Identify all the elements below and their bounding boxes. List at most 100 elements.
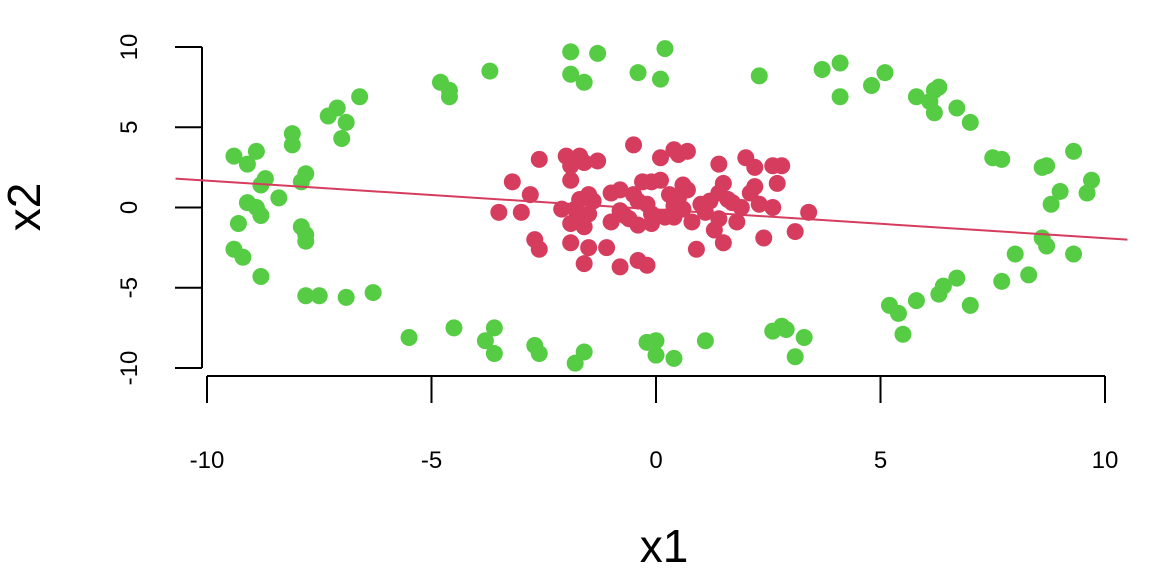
outer-ring-point	[961, 113, 979, 131]
outer-ring-point	[1038, 157, 1056, 175]
outer-ring-point	[907, 292, 925, 310]
inner-cluster-point	[755, 229, 773, 247]
inner-cluster-point	[512, 203, 530, 221]
outer-ring-point	[476, 332, 494, 350]
inner-cluster-point	[490, 203, 508, 221]
inner-cluster-point	[800, 203, 818, 221]
outer-ring-point	[364, 284, 382, 302]
outer-ring-point	[575, 343, 593, 361]
x-axis-label: x1	[640, 520, 689, 572]
y-tick-label: -5	[116, 277, 143, 298]
outer-ring-point	[934, 277, 952, 295]
inner-cluster-point	[611, 258, 629, 276]
outer-ring-point	[696, 332, 714, 350]
inner-cluster-point	[768, 174, 786, 192]
inner-cluster-point	[521, 186, 539, 204]
outer-ring-point	[948, 99, 966, 117]
outer-ring-point	[907, 88, 925, 106]
outer-ring-point	[310, 287, 328, 305]
outer-ring-point	[445, 319, 463, 337]
inner-cluster-point	[714, 234, 732, 252]
outer-ring-point	[1051, 182, 1069, 200]
inner-cluster-point	[562, 215, 580, 233]
outer-ring-point	[876, 64, 894, 82]
x-axis: -10 -5 0 5 10	[190, 375, 1118, 474]
outer-ring-point	[328, 99, 346, 117]
inner-cluster-point	[643, 215, 661, 233]
outer-ring-point	[297, 165, 315, 183]
y-axis: -10 -5 0 5 10	[116, 34, 203, 386]
outer-ring-point	[247, 142, 265, 160]
outer-ring-point	[252, 207, 270, 225]
x-tick-label: 0	[649, 447, 662, 474]
inner-cluster-point	[575, 154, 593, 172]
inner-cluster-point	[683, 213, 701, 231]
outer-ring-point	[831, 54, 849, 72]
outer-ring-point	[786, 348, 804, 366]
outer-ring-point	[930, 78, 948, 96]
outer-ring-point	[889, 304, 907, 322]
outer-ring-point	[1042, 195, 1060, 213]
inner-cluster-point	[746, 158, 764, 176]
inner-cluster-point	[530, 240, 548, 258]
y-tick-label: 0	[116, 201, 143, 214]
outer-ring-point	[297, 287, 315, 305]
outer-ring-point	[333, 129, 351, 147]
outer-ring-point	[238, 155, 256, 173]
outer-ring-point	[1083, 171, 1101, 189]
outer-ring-point	[562, 65, 580, 83]
outer-ring-point	[234, 248, 252, 266]
inner-cluster-point	[710, 155, 728, 173]
inner-cluster-point	[678, 142, 696, 160]
inner-cluster-point	[553, 200, 571, 218]
outer-ring-point	[229, 215, 247, 233]
outer-ring-point	[481, 62, 499, 80]
outer-ring-point	[656, 40, 674, 58]
inner-cluster-point	[503, 173, 521, 191]
outer-ring-point	[961, 296, 979, 314]
outer-ring-point	[440, 88, 458, 106]
inner-cluster-point	[705, 221, 723, 239]
x-tick-label: -10	[190, 447, 225, 474]
inner-cluster-point	[732, 199, 750, 216]
y-axis-label: x2	[0, 183, 50, 232]
inner-cluster-point	[562, 171, 580, 189]
outer-ring-point	[777, 320, 795, 338]
outer-ring-point	[629, 64, 647, 82]
outer-ring-point	[400, 329, 418, 347]
outer-ring-point	[831, 88, 849, 106]
x-tick-label: 5	[874, 447, 887, 474]
regression-line	[175, 177, 1128, 241]
outer-ring-point	[1038, 237, 1056, 255]
outer-ring-point	[1020, 266, 1038, 284]
outer-ring-point	[750, 67, 768, 85]
outer-ring-point	[795, 329, 813, 347]
inner-cluster-point	[728, 213, 746, 231]
inner-cluster-point	[651, 149, 669, 167]
data-points	[225, 40, 1101, 372]
inner-cluster-point	[580, 239, 598, 257]
inner-cluster-point	[764, 199, 782, 216]
outer-ring-point	[256, 170, 274, 188]
inner-cluster-point	[629, 216, 647, 234]
outer-ring-point	[863, 77, 881, 95]
outer-ring-point	[351, 88, 369, 106]
inner-cluster-point	[589, 152, 607, 170]
outer-ring-point	[575, 73, 593, 91]
outer-ring-point	[948, 269, 966, 287]
inner-cluster-point	[687, 240, 705, 258]
outer-ring-point	[283, 136, 301, 154]
inner-cluster-point	[786, 223, 804, 241]
inner-cluster-point	[602, 213, 620, 231]
outer-ring-point	[993, 272, 1011, 290]
inner-cluster-point	[575, 255, 593, 273]
y-tick-label: -10	[116, 351, 143, 386]
inner-cluster-point	[638, 256, 656, 274]
outer-ring-point	[562, 43, 580, 61]
outer-ring-point	[589, 44, 607, 62]
inner-cluster-point	[714, 174, 732, 192]
y-tick-label: 5	[116, 121, 143, 134]
outer-ring-point	[485, 345, 503, 363]
outer-ring-point	[485, 319, 503, 337]
inner-cluster-point	[575, 218, 593, 236]
